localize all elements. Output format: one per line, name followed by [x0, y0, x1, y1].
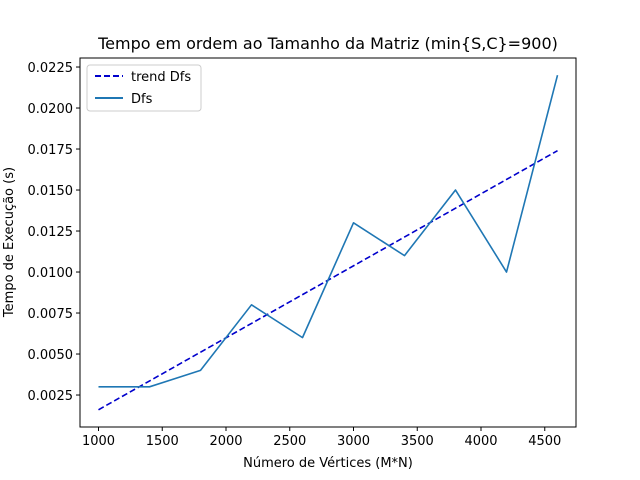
x-tick-label: 4500: [528, 434, 561, 449]
x-tick-label: 1000: [82, 434, 115, 449]
x-axis: 1000 1500 2000 2500 3000 3500 4000 4500: [82, 427, 561, 449]
series-line-dfs: [98, 75, 559, 388]
y-tick-label: 0.0200: [28, 102, 74, 117]
x-tick-label: 2000: [209, 434, 242, 449]
x-tick-label: 2500: [273, 434, 306, 449]
x-tick-label: 3000: [337, 434, 370, 449]
y-tick-label: 0.0025: [28, 389, 74, 404]
plot-frame: [79, 57, 577, 428]
x-tick-label: 1500: [146, 434, 179, 449]
x-tick-label: 3500: [401, 434, 434, 449]
x-axis-label: Número de Vértices (M*N): [243, 456, 413, 471]
y-tick-label: 0.0125: [28, 225, 74, 240]
y-axis-label: Tempo de Execução (s): [2, 167, 17, 318]
y-axis: 0.0025 0.0050 0.0075 0.0100 0.0125 0.0150 0.01…: [28, 61, 80, 404]
y-tick-label: 0.0075: [28, 307, 74, 322]
plot-area: [98, 75, 559, 411]
legend-label-trend-dfs: trend Dfs: [131, 70, 191, 85]
y-tick-label: 0.0150: [28, 184, 74, 199]
legend-label-dfs: Dfs: [131, 92, 153, 107]
x-tick-label: 4000: [464, 434, 497, 449]
y-tick-label: 0.0225: [28, 61, 74, 76]
chart-title: Tempo em ordem ao Tamanho da Matriz (min…: [97, 34, 558, 53]
legend: trend Dfs Dfs: [86, 64, 202, 112]
y-tick-label: 0.0100: [28, 266, 74, 281]
y-tick-label: 0.0050: [28, 348, 74, 363]
y-tick-label: 0.0175: [28, 143, 74, 158]
